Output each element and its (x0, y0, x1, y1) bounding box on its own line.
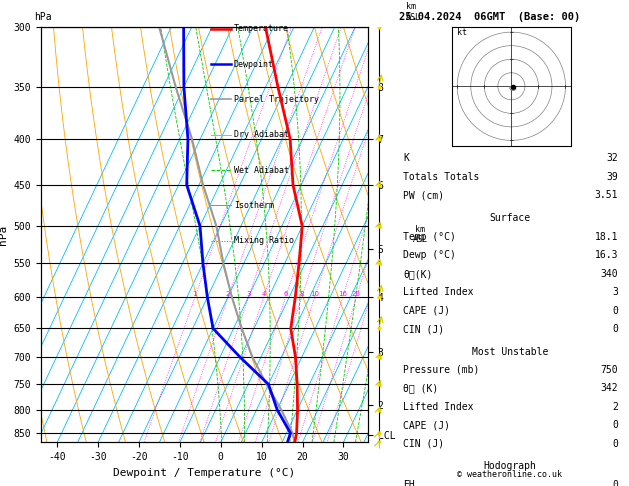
Text: Temp (°C): Temp (°C) (403, 232, 456, 242)
Text: 0: 0 (613, 439, 618, 449)
Text: 6: 6 (283, 291, 288, 297)
Text: km
ASL: km ASL (406, 2, 421, 22)
Text: 32: 32 (606, 153, 618, 163)
Text: 1: 1 (192, 291, 197, 297)
Text: 10: 10 (310, 291, 319, 297)
Text: 0: 0 (613, 306, 618, 316)
Text: 20: 20 (352, 291, 361, 297)
Text: Surface: Surface (489, 213, 530, 224)
Text: 8: 8 (299, 291, 304, 297)
Text: θᴇ (K): θᴇ (K) (403, 383, 438, 394)
Text: 750: 750 (601, 365, 618, 375)
Text: 340: 340 (601, 269, 618, 279)
Text: kt: kt (457, 28, 467, 37)
Text: CAPE (J): CAPE (J) (403, 420, 450, 431)
Text: Temperature: Temperature (234, 24, 289, 34)
Y-axis label: km
ASL: km ASL (413, 225, 428, 244)
Text: CIN (J): CIN (J) (403, 439, 444, 449)
Text: 18.1: 18.1 (595, 232, 618, 242)
Text: © weatheronline.co.uk: © weatheronline.co.uk (457, 469, 562, 479)
Text: 25.04.2024  06GMT  (Base: 00): 25.04.2024 06GMT (Base: 00) (399, 12, 581, 22)
Text: 3: 3 (246, 291, 251, 297)
Text: 2: 2 (226, 291, 230, 297)
Text: Isotherm: Isotherm (234, 201, 274, 210)
Text: Most Unstable: Most Unstable (472, 347, 548, 357)
Text: Dry Adiabat: Dry Adiabat (234, 130, 289, 139)
Text: CIN (J): CIN (J) (403, 324, 444, 334)
Text: Totals Totals: Totals Totals (403, 172, 479, 182)
Y-axis label: hPa: hPa (0, 225, 8, 244)
Text: 0: 0 (613, 420, 618, 431)
Text: Pressure (mb): Pressure (mb) (403, 365, 479, 375)
Text: 2: 2 (613, 402, 618, 412)
Text: 3.51: 3.51 (595, 190, 618, 200)
Text: Wet Adiabat: Wet Adiabat (234, 166, 289, 174)
Text: PW (cm): PW (cm) (403, 190, 444, 200)
Text: CAPE (J): CAPE (J) (403, 306, 450, 316)
Text: EH: EH (403, 480, 415, 486)
Text: Parcel Trajectory: Parcel Trajectory (234, 95, 319, 104)
X-axis label: Dewpoint / Temperature (°C): Dewpoint / Temperature (°C) (113, 468, 296, 478)
Text: 16.3: 16.3 (595, 250, 618, 260)
Text: θᴇ(K): θᴇ(K) (403, 269, 433, 279)
Text: 3: 3 (613, 287, 618, 297)
Text: hPa: hPa (35, 12, 52, 22)
Text: K: K (403, 153, 409, 163)
Text: 0: 0 (613, 324, 618, 334)
Text: Dewp (°C): Dewp (°C) (403, 250, 456, 260)
Text: Mixing Ratio: Mixing Ratio (234, 236, 294, 245)
Text: 39: 39 (606, 172, 618, 182)
Text: Hodograph: Hodograph (483, 461, 537, 471)
Text: Dewpoint: Dewpoint (234, 60, 274, 69)
Text: 4: 4 (262, 291, 265, 297)
Text: Lifted Index: Lifted Index (403, 287, 474, 297)
Text: Lifted Index: Lifted Index (403, 402, 474, 412)
Text: 0: 0 (613, 480, 618, 486)
Text: 16: 16 (338, 291, 347, 297)
Text: 342: 342 (601, 383, 618, 394)
